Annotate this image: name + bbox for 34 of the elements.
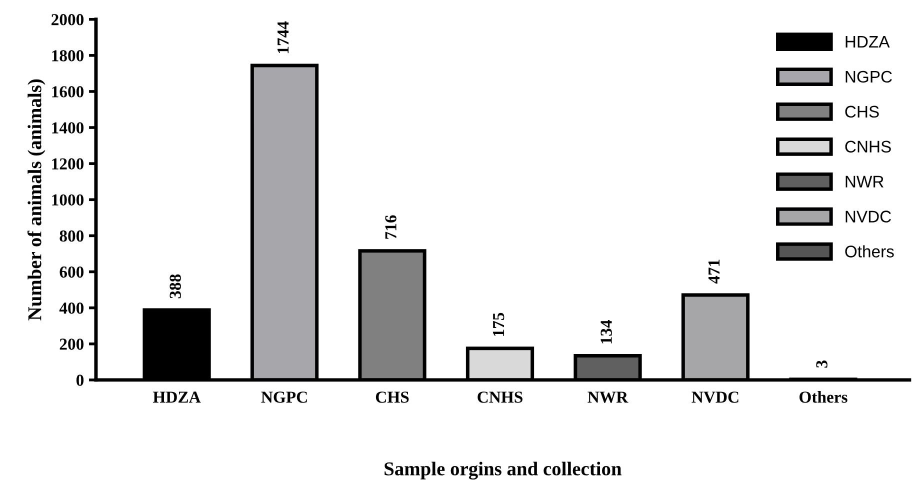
legend-label: NGPC [846,70,892,83]
legend-label: NWR [846,176,884,188]
legend-label: Others [845,245,894,258]
x-tick-label: NWR [588,392,628,403]
data-label: 134 [600,320,612,344]
y-tick-label: 600 [60,266,84,278]
y-tick-label: 1600 [52,86,84,98]
y-axis-title: Number of animals (animals) [27,79,46,320]
data-label: 1744 [278,21,289,54]
y-tick-label: 200 [60,338,84,350]
y-tick-label: 1400 [52,122,84,134]
x-tick-label: CNHS [478,392,522,403]
y-tick-label: 1000 [52,194,84,206]
y-tick-label: 800 [60,230,84,242]
legend-label: NVDC [846,210,892,222]
x-tick-label: NGPC [261,392,307,403]
legend-label: CNHS [845,140,891,153]
legend-label: CHS [845,106,879,118]
y-tick-label: 1200 [52,158,84,170]
y-tick-label: 0 [76,374,84,386]
legend-label: HDZA [846,36,890,48]
x-tick-label: CHS [376,392,409,403]
data-label: 388 [170,274,181,298]
y-tick-label: 1800 [52,50,84,62]
x-tick-label: NVDC [692,392,738,403]
data-label: 175 [493,312,504,336]
y-tick-label: 2000 [52,14,84,26]
data-label: 3 [816,360,828,368]
y-tick-label: 400 [59,302,84,314]
x-tick-label: HDZA [152,392,201,403]
data-label: 716 [385,215,396,239]
x-axis-title: Sample orgins and collection [384,462,622,480]
data-label: 471 [708,260,720,284]
x-tick-label: Others [800,391,848,403]
